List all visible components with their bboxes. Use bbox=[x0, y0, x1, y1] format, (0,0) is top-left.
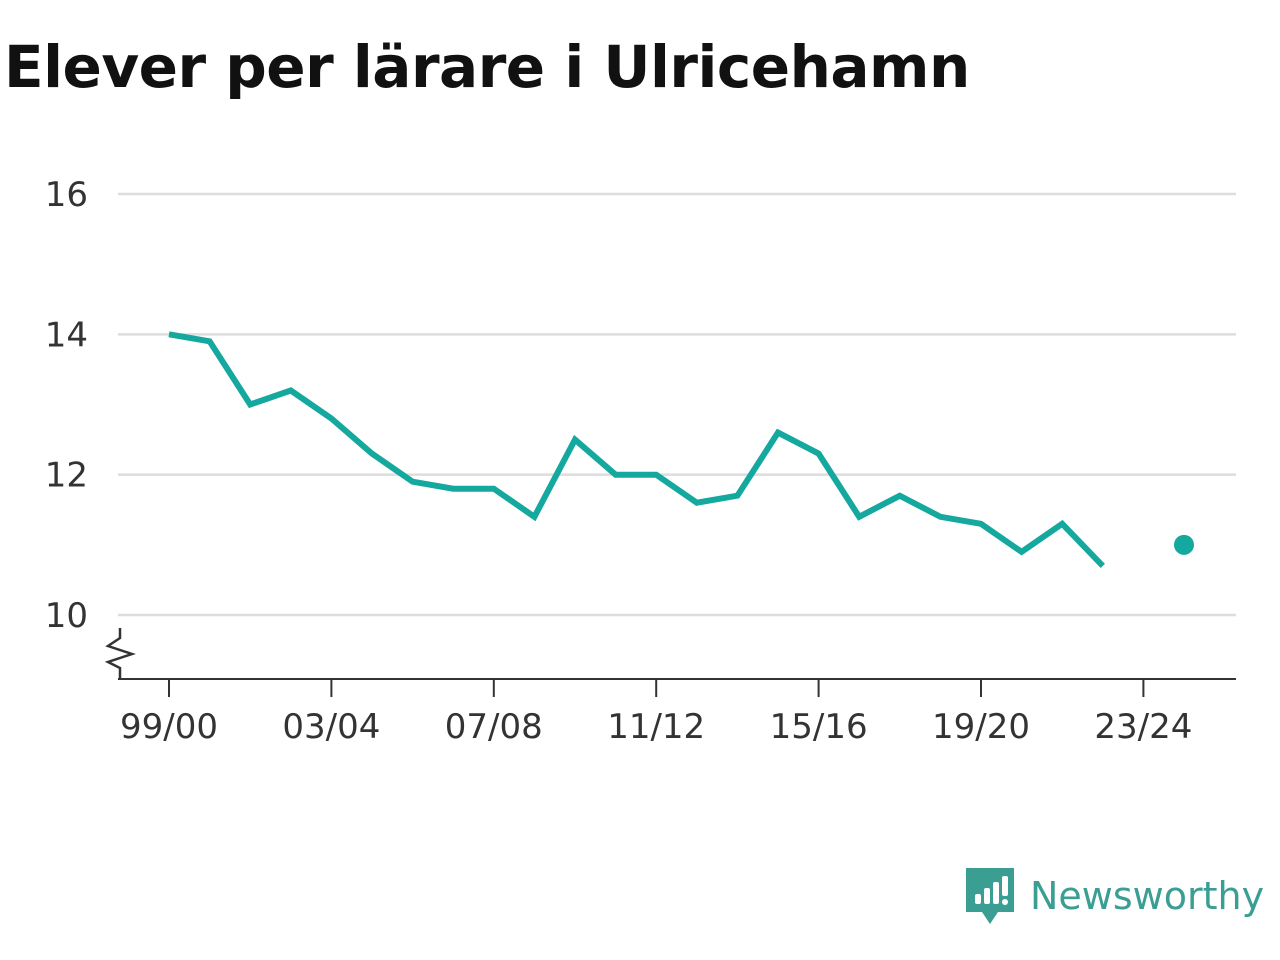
brand-logo: Newsworthy bbox=[964, 864, 1264, 928]
brand-name: Newsworthy bbox=[1030, 874, 1265, 918]
x-tick-label: 11/12 bbox=[607, 707, 705, 747]
axes bbox=[104, 628, 1236, 680]
x-tick-label: 99/00 bbox=[120, 707, 218, 747]
grid-lines bbox=[118, 192, 1236, 617]
x-tick-label: 07/08 bbox=[445, 707, 543, 747]
y-tick-label: 14 bbox=[45, 315, 88, 355]
y-tick-labels: 10 12 14 16 bbox=[45, 175, 88, 636]
y-tick-label: 12 bbox=[45, 456, 88, 496]
y-tick-label: 10 bbox=[45, 596, 88, 636]
chart-title: Elever per lärare i Ulricehamn bbox=[4, 33, 970, 101]
x-tick-label: 15/16 bbox=[770, 707, 868, 747]
series-line bbox=[168, 331, 1105, 568]
y-tick-label: 16 bbox=[45, 175, 88, 215]
newsworthy-logo-icon bbox=[966, 868, 1014, 924]
x-ticks: 99/00 03/04 07/08 11/12 15/16 19/20 23/24 bbox=[120, 679, 1192, 747]
y-axis-break-icon bbox=[104, 628, 136, 679]
data-point bbox=[1174, 534, 1194, 555]
x-tick-label: 23/24 bbox=[1094, 707, 1192, 747]
x-tick-label: 03/04 bbox=[282, 707, 380, 747]
series-layer bbox=[168, 331, 1194, 568]
x-tick-label: 19/20 bbox=[932, 707, 1030, 747]
